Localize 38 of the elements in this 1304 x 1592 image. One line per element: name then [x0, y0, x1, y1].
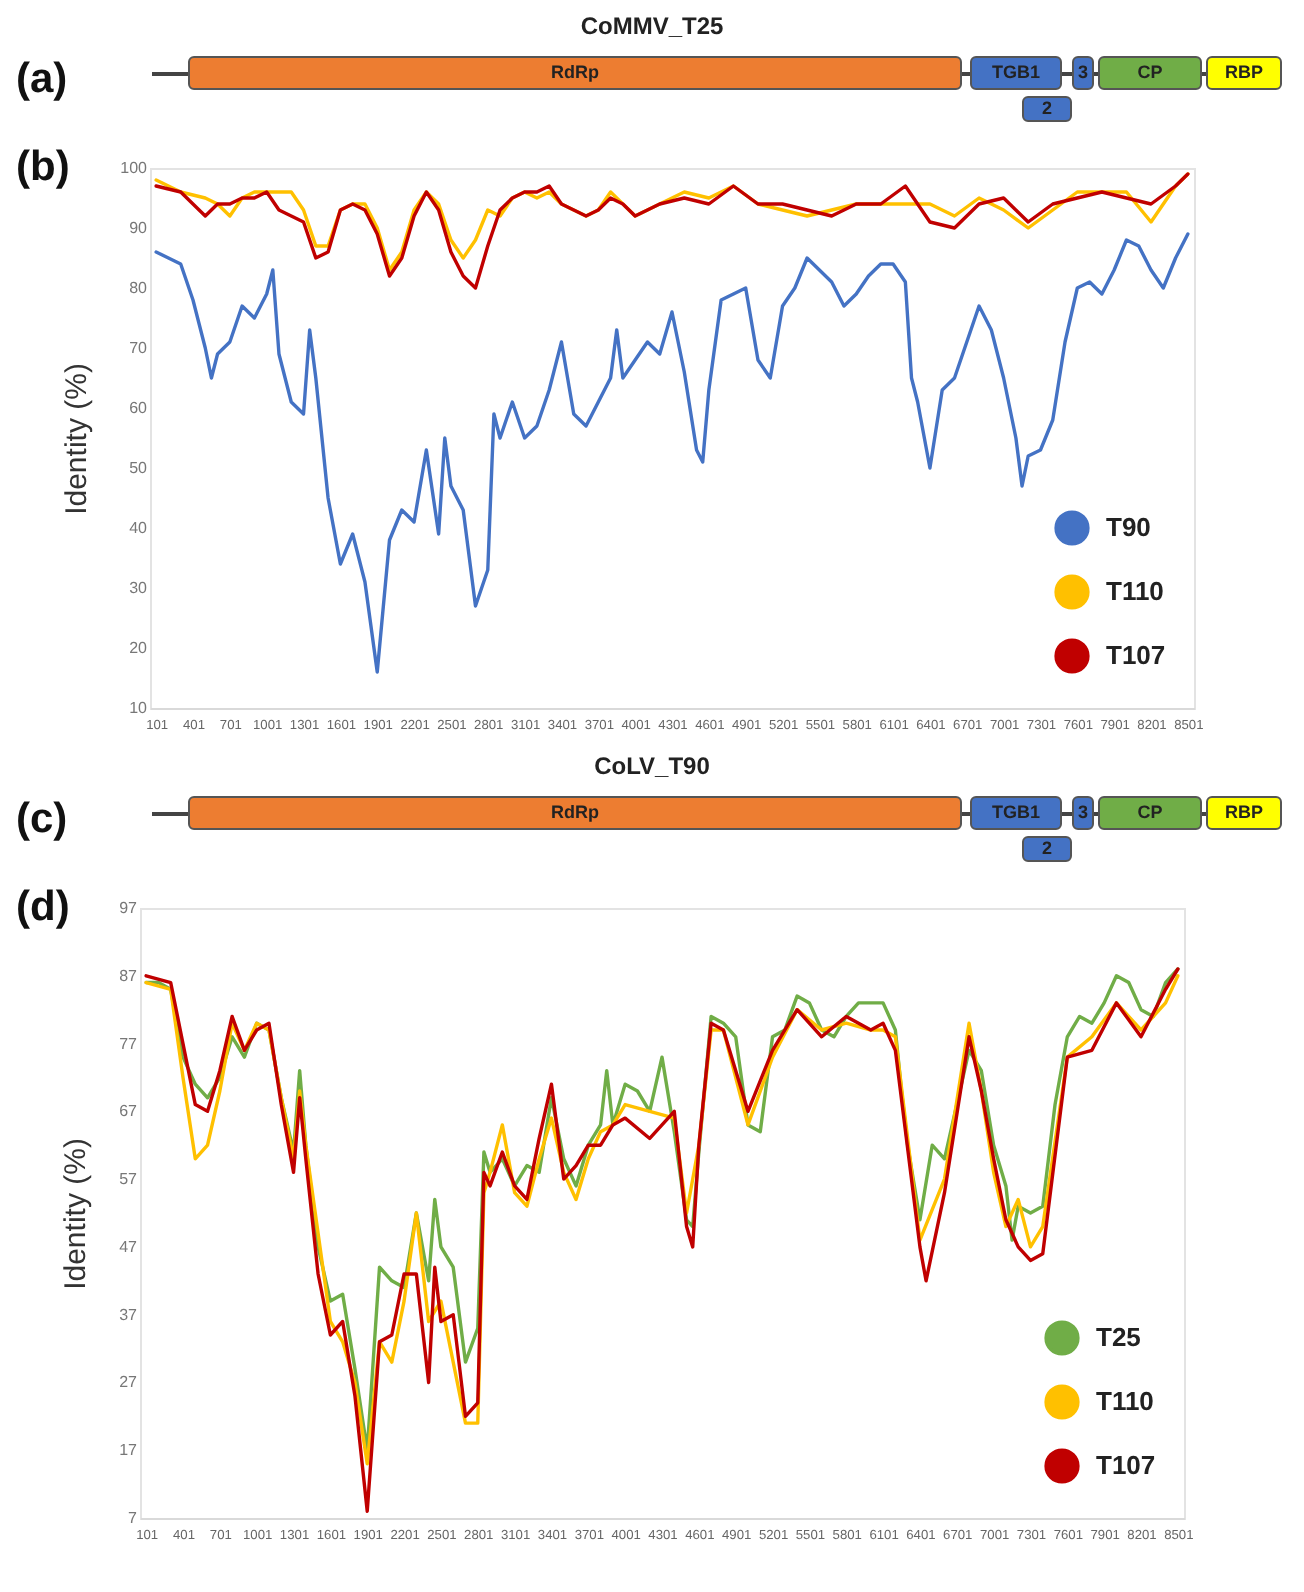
y-tick-label: 57 — [119, 1170, 139, 1189]
y-tick-label: 100 — [120, 159, 149, 177]
y-tick-label: 30 — [129, 579, 149, 597]
y-tick-label: 7 — [128, 1509, 139, 1527]
line-series — [154, 172, 1190, 290]
y-tick-label: 10 — [129, 699, 149, 717]
legend-label: T110 — [1106, 576, 1164, 606]
y-tick-label: 80 — [129, 279, 149, 297]
y-axis-title: Identity (%) — [60, 363, 95, 515]
text: (a) — [16, 56, 68, 104]
y-tick-label: 50 — [129, 459, 149, 477]
text: (c) — [16, 796, 68, 844]
legend-label: T25 — [1096, 1322, 1141, 1352]
y-tick-label: 47 — [119, 1237, 139, 1256]
y-axis-title: Identity (%) — [59, 1138, 94, 1290]
y-tick-label: 70 — [129, 339, 149, 357]
y-tick-label: 67 — [119, 1102, 139, 1121]
chart-title: CoLV_T90 — [592, 752, 712, 780]
text: (d) — [16, 884, 70, 932]
y-tick-label: 97 — [119, 899, 139, 917]
y-tick-label: 37 — [119, 1305, 139, 1324]
y-tick-label: 77 — [119, 1034, 139, 1053]
legend-label: T107 — [1096, 1450, 1156, 1480]
y-tick-label: 40 — [129, 519, 149, 537]
genome-map: RdRp TGB1 2 3 CP RBP — [152, 52, 1284, 132]
y-tick-label: 60 — [129, 399, 149, 417]
y-tick-label: 20 — [129, 639, 149, 657]
legend-label: T90 — [1106, 512, 1151, 542]
genome-map: RdRp TGB1 2 3 CP RBP — [152, 792, 1284, 872]
line-series — [154, 232, 1190, 674]
y-tick-label: 87 — [119, 966, 139, 985]
chart-title: CoMMV_T25 — [578, 12, 726, 40]
legend-label: T110 — [1096, 1386, 1154, 1416]
y-tick-label: 90 — [129, 219, 149, 237]
legend-label: T107 — [1106, 640, 1166, 670]
y-tick-label: 27 — [119, 1373, 139, 1392]
text: (b) — [16, 144, 70, 192]
y-tick-label: 17 — [119, 1441, 139, 1460]
